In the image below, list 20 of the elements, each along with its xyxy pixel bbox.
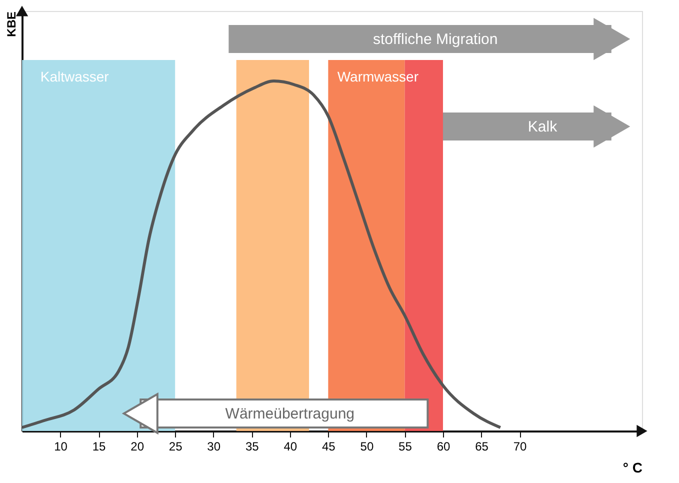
- x-tick-label: 35: [245, 440, 260, 454]
- band-label: Kaltwasser: [40, 68, 110, 84]
- x-tick-label: 15: [92, 440, 106, 454]
- y-axis-title: KBE: [4, 12, 18, 37]
- x-tick-label: 65: [475, 440, 489, 454]
- x-tick-label: 20: [130, 440, 144, 454]
- x-tick-label: 60: [436, 440, 450, 454]
- text: stoffliche Migration: [372, 31, 498, 48]
- x-axis-title: ° C: [622, 460, 642, 476]
- x-tick-label: 30: [207, 440, 221, 454]
- x-tick-label: 10: [54, 440, 68, 454]
- annotation: Wärmeübertragung: [225, 406, 355, 422]
- x-tick-label: 40: [284, 440, 298, 454]
- x-tick-label: 70: [513, 440, 528, 454]
- x-tick-label: 25: [168, 440, 183, 454]
- band-label: Warmwasser: [337, 68, 419, 84]
- annotation: Kalk: [528, 118, 558, 136]
- x-tick-label: 55: [398, 440, 412, 454]
- x-tick-label: 50: [360, 440, 374, 454]
- x-tick-label: 45: [322, 440, 336, 454]
